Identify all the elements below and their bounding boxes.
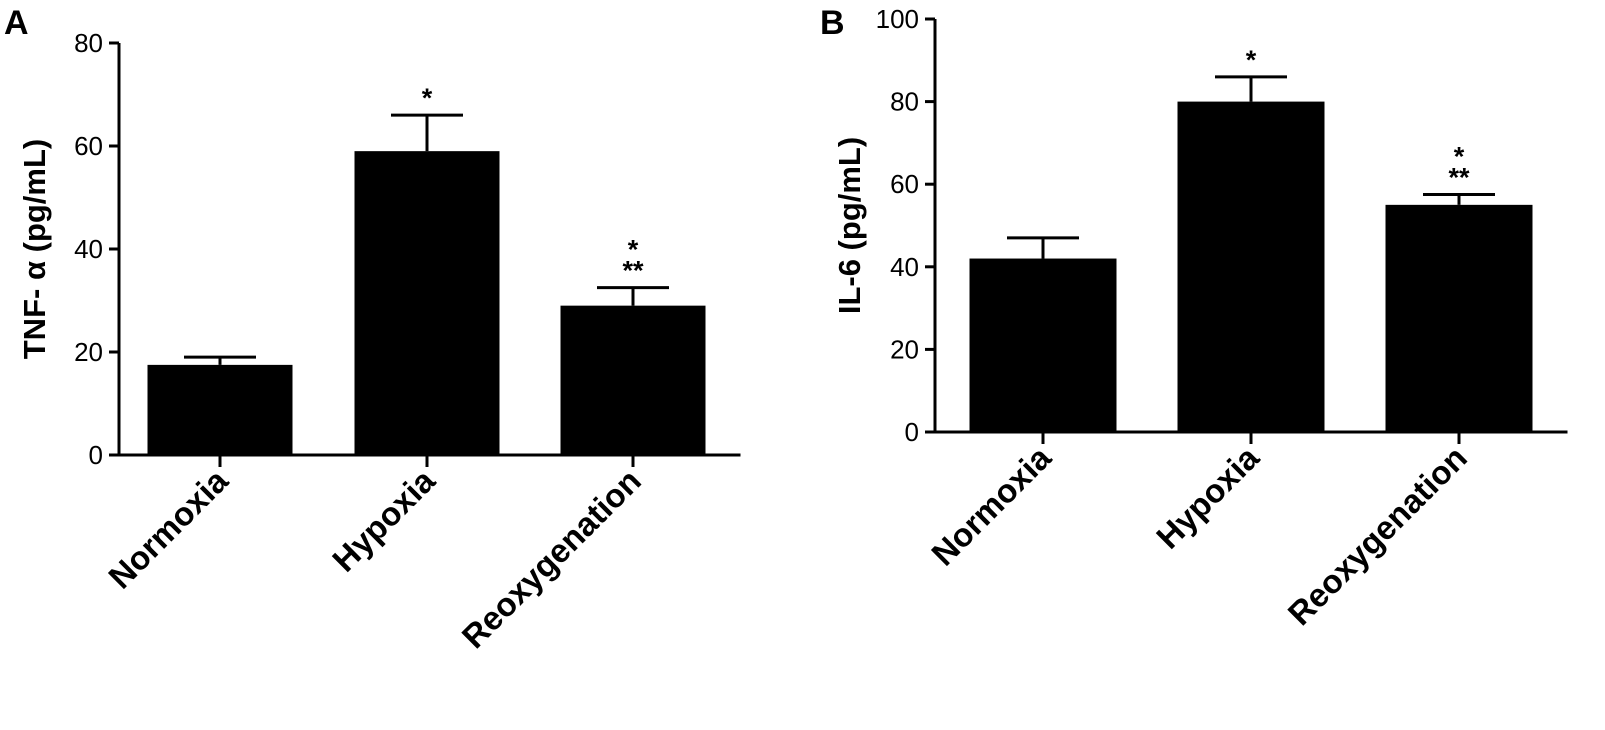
panel-b-chart: B IL-6 (pg/mL) 0 20 40 60 80 100 Normoxia * Hypoxi… bbox=[820, 4, 1568, 632]
y-tick-label: 20 bbox=[890, 334, 919, 364]
significance-marker: * bbox=[1246, 45, 1257, 75]
significance-marker: * bbox=[422, 83, 433, 113]
x-tick-label: Reoxygenation bbox=[1281, 439, 1474, 632]
y-axis-label: TNF- α (pg/mL) bbox=[17, 139, 52, 360]
y-tick-label: 40 bbox=[890, 252, 919, 282]
significance-marker: * bbox=[1454, 142, 1465, 172]
y-tick-label: 20 bbox=[74, 337, 103, 367]
panel-a-chart: A TNF- α (pg/mL) 0 20 40 60 80 Normoxia * Hypoxia… bbox=[4, 4, 741, 655]
x-tick-label: Normoxia bbox=[924, 438, 1058, 572]
significance-marker: ** bbox=[622, 256, 644, 286]
panel-letter: A bbox=[4, 4, 29, 42]
bar bbox=[354, 151, 500, 455]
y-tick-label: 100 bbox=[876, 4, 919, 34]
bar bbox=[560, 305, 706, 455]
bar bbox=[969, 258, 1117, 432]
y-tick-label: 40 bbox=[74, 234, 103, 264]
significance-marker: * bbox=[628, 235, 639, 265]
x-tick-label: Hypoxia bbox=[1149, 438, 1266, 555]
x-tick-label: Normoxia bbox=[101, 461, 235, 595]
x-tick-label: Hypoxia bbox=[325, 461, 442, 578]
panel-letter: B bbox=[820, 4, 845, 42]
y-axis-label: IL-6 (pg/mL) bbox=[832, 137, 867, 314]
y-tick-label: 80 bbox=[74, 28, 103, 58]
y-tick-label: 60 bbox=[890, 169, 919, 199]
x-tick-label: Reoxygenation bbox=[455, 462, 648, 655]
y-tick-label: 0 bbox=[89, 440, 103, 470]
significance-marker: ** bbox=[1448, 163, 1470, 193]
y-tick-label: 80 bbox=[890, 87, 919, 117]
bar bbox=[1177, 101, 1325, 432]
bar bbox=[147, 364, 293, 455]
y-tick-label: 60 bbox=[74, 131, 103, 161]
bar bbox=[1385, 204, 1533, 432]
y-tick-label: 0 bbox=[905, 417, 919, 447]
